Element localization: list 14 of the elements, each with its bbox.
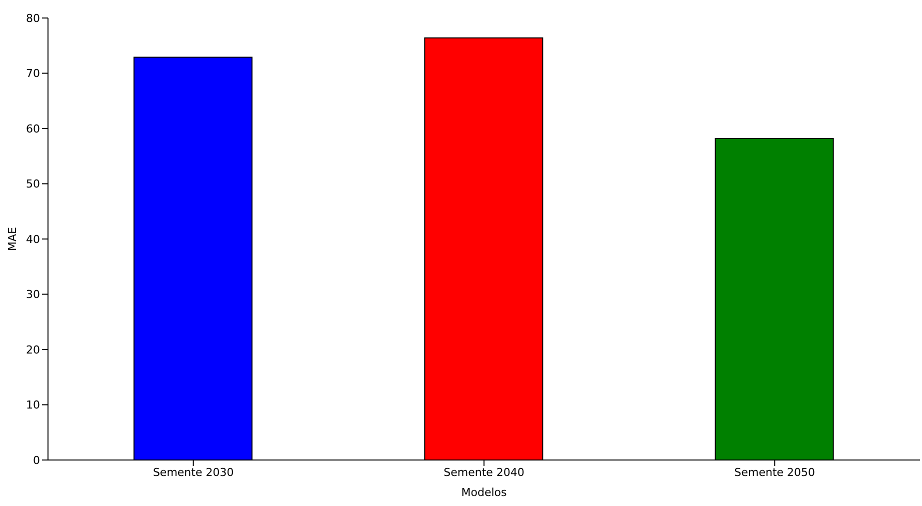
y-tick-label: 60 xyxy=(26,122,40,136)
y-tick-label: 40 xyxy=(26,232,40,246)
y-tick-label: 0 xyxy=(33,454,40,467)
x-tick-label: Semente 2040 xyxy=(444,466,524,479)
y-tick-label: 30 xyxy=(26,288,40,302)
y-tick-label: 80 xyxy=(26,12,40,25)
x-tick-label: Semente 2030 xyxy=(152,466,234,479)
y-tick-label: 50 xyxy=(26,178,40,191)
y-tick-label: 70 xyxy=(26,67,40,80)
x-axis-title: Modelos xyxy=(461,486,508,499)
y-axis-title: MAE xyxy=(6,226,19,251)
x-tick-label: Semente 2050 xyxy=(734,466,816,479)
y-tick-label: 20 xyxy=(26,343,40,356)
y-tick-label: 10 xyxy=(26,398,40,412)
